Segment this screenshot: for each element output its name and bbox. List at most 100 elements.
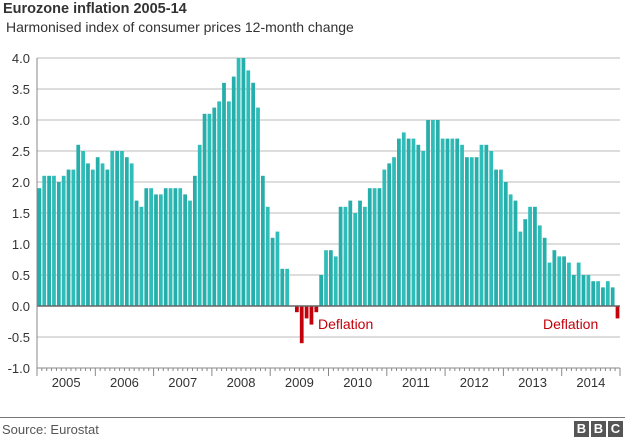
bar — [265, 206, 270, 306]
bar — [81, 151, 85, 306]
bar — [329, 250, 333, 306]
bar — [333, 256, 338, 306]
bar — [562, 256, 566, 306]
x-year-label: 2011 — [402, 375, 430, 390]
bar-negative — [304, 306, 309, 319]
bar — [56, 182, 61, 306]
bar — [581, 275, 586, 306]
y-tick-label: 1.0 — [12, 237, 30, 252]
bar-negative — [299, 306, 304, 344]
y-tick-label: 2.5 — [12, 144, 30, 159]
bar — [586, 275, 591, 306]
bar — [129, 163, 134, 306]
y-tick-label: -0.5 — [8, 330, 30, 345]
bar-negative — [309, 306, 314, 325]
y-tick-label: 3.5 — [12, 82, 30, 97]
y-tick-label: 0.0 — [12, 299, 30, 314]
bar — [605, 281, 610, 306]
bar — [445, 138, 450, 306]
bar — [222, 82, 226, 306]
x-year-label: 2012 — [460, 375, 489, 390]
bar — [455, 138, 460, 306]
bar — [435, 120, 440, 306]
bar — [596, 281, 600, 306]
bar — [236, 58, 241, 306]
bar — [212, 107, 217, 306]
bar — [105, 169, 110, 306]
bar — [86, 163, 90, 306]
y-tick-label: 4.0 — [12, 51, 30, 66]
bar — [484, 144, 489, 306]
x-year-label: 2006 — [110, 375, 139, 390]
bar — [188, 200, 192, 306]
bar — [518, 231, 523, 306]
bar — [158, 194, 163, 306]
bar — [192, 175, 197, 306]
bar — [197, 144, 202, 306]
y-tick-label: 2.0 — [12, 175, 30, 190]
bar — [494, 169, 498, 306]
bar — [440, 138, 445, 306]
bar — [163, 188, 168, 306]
bar — [576, 262, 581, 306]
bar — [95, 157, 100, 306]
x-year-label: 2009 — [285, 375, 314, 390]
bar — [66, 169, 71, 306]
bar — [547, 262, 552, 306]
bar — [37, 188, 42, 306]
bar — [144, 188, 149, 306]
bar-chart: 4.0 3.5 3.0 2.5 2.0 1.5 1.0 0.5 0.0 -0.5 -1.0 2005 2… — [8, 51, 621, 390]
bar — [533, 206, 537, 306]
bar — [401, 132, 406, 306]
bar — [71, 169, 76, 306]
bar — [557, 256, 562, 306]
bar — [411, 138, 416, 306]
bar — [542, 237, 547, 306]
bar — [591, 281, 596, 306]
bar — [217, 101, 222, 307]
bar — [319, 275, 324, 306]
bar — [450, 138, 455, 306]
bbc-logo-letter: B — [591, 421, 606, 437]
bar — [499, 169, 503, 306]
bar — [280, 268, 285, 306]
bar — [537, 225, 542, 306]
y-tick-label: -1.0 — [8, 361, 30, 376]
bar — [416, 144, 421, 306]
bar — [377, 188, 382, 306]
bar — [154, 194, 158, 306]
bar — [324, 250, 328, 306]
chart-title: Eurozone inflation 2005-14 — [3, 1, 187, 17]
bar — [353, 213, 358, 306]
x-year-label: 2008 — [227, 375, 256, 390]
bar — [47, 175, 51, 306]
bar — [241, 58, 246, 306]
bar — [610, 287, 615, 306]
bar — [469, 157, 474, 306]
bar — [465, 157, 469, 306]
bar — [270, 237, 275, 306]
bar — [489, 151, 494, 306]
bar — [474, 157, 479, 306]
bar — [552, 250, 557, 306]
bar — [226, 101, 231, 307]
chart-subtitle: Harmonised index of consumer prices 12-m… — [6, 19, 354, 35]
bbc-logo-letter: B — [574, 421, 589, 437]
bar — [52, 175, 56, 306]
bar — [115, 151, 119, 306]
bar — [139, 206, 144, 306]
bar — [90, 169, 95, 306]
bar — [348, 200, 353, 306]
bar — [508, 194, 513, 306]
bar — [601, 287, 605, 306]
x-year-label: 2013 — [518, 375, 547, 390]
bar — [528, 206, 532, 306]
bar — [363, 206, 367, 306]
bar — [358, 200, 362, 306]
bar-negative — [294, 306, 299, 313]
bar — [149, 188, 153, 306]
bar — [392, 157, 396, 306]
bar — [100, 163, 105, 306]
bar — [246, 70, 251, 307]
bar — [120, 151, 124, 306]
